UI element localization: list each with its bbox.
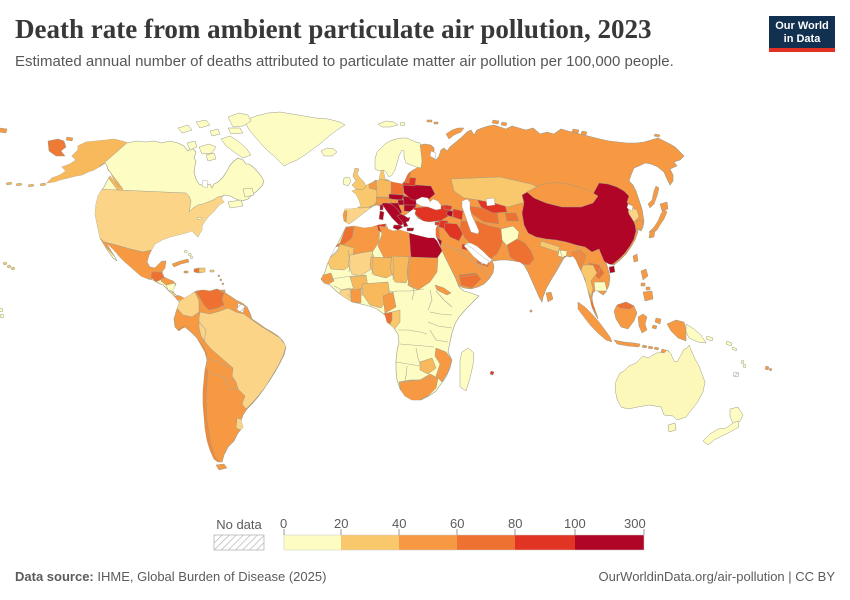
svg-text:0: 0 xyxy=(280,516,287,531)
svg-text:300: 300 xyxy=(624,516,646,531)
svg-text:40: 40 xyxy=(392,516,406,531)
svg-text:60: 60 xyxy=(450,516,464,531)
svg-text:100: 100 xyxy=(564,516,586,531)
svg-text:80: 80 xyxy=(508,516,522,531)
svg-text:20: 20 xyxy=(334,516,348,531)
